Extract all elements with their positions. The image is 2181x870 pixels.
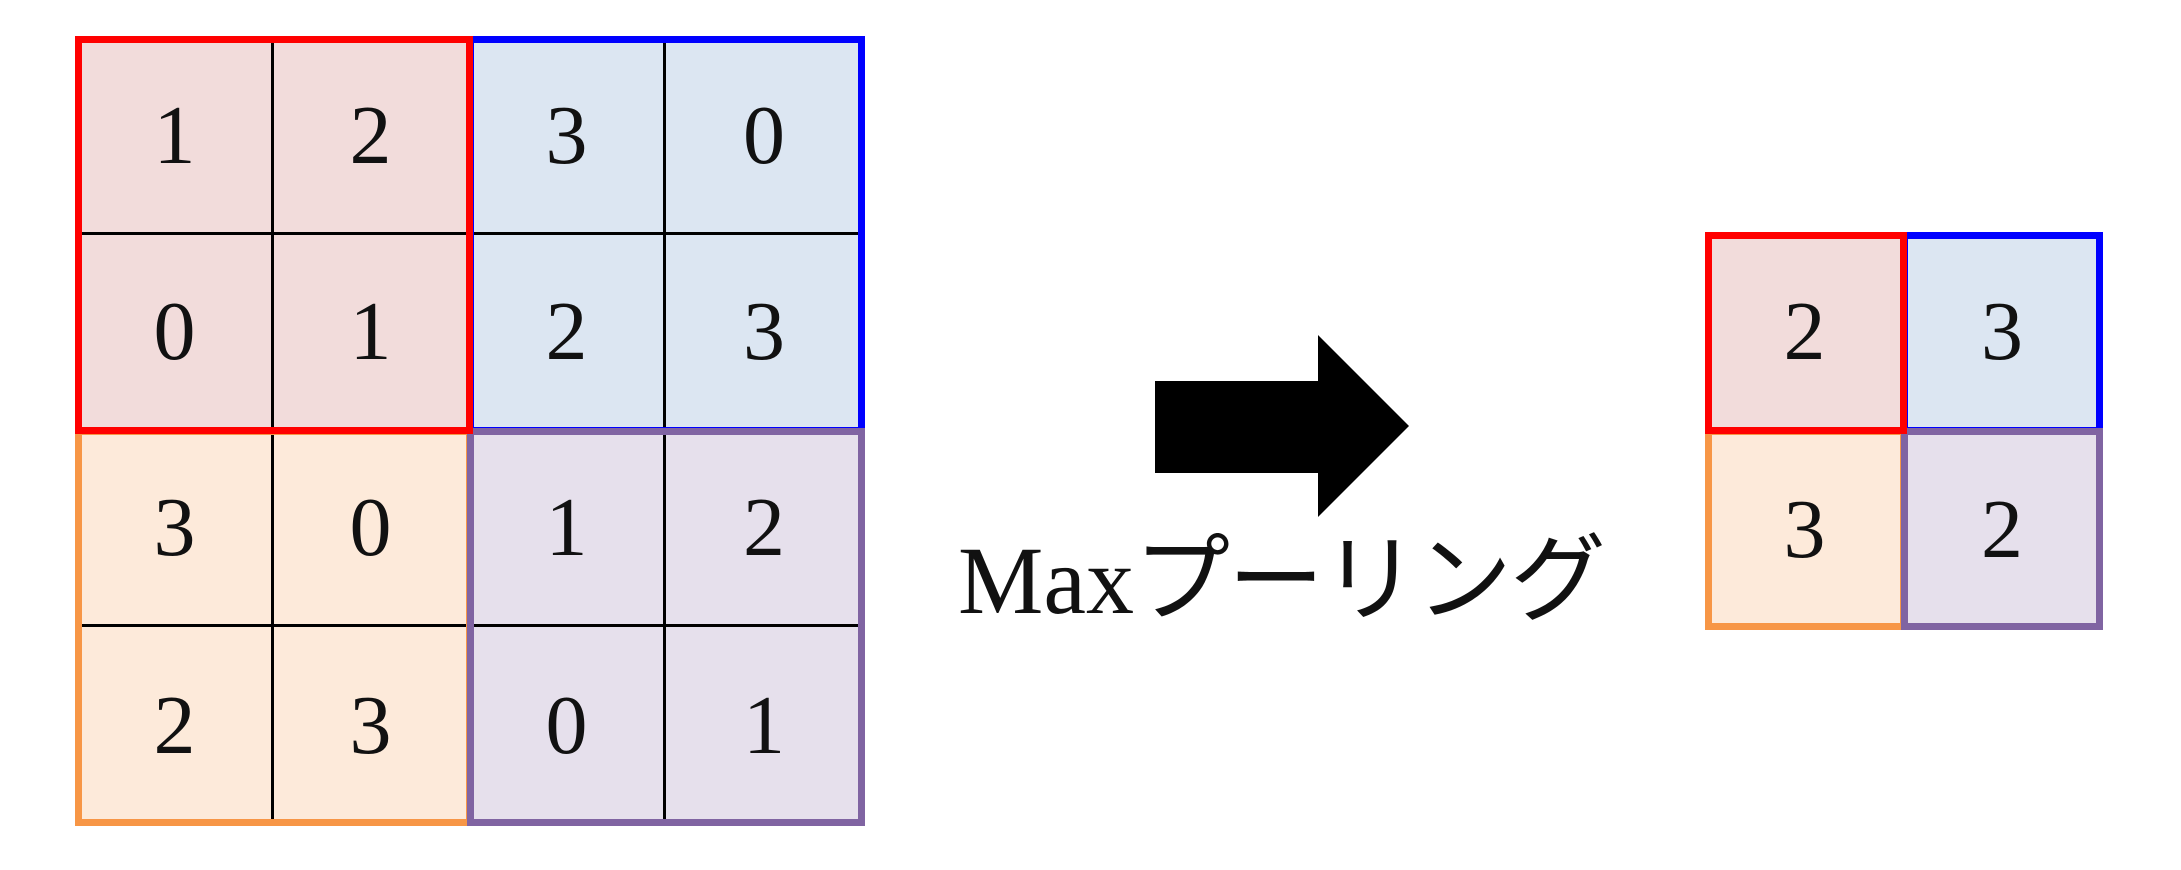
output_grid-cell: 2 [1904, 431, 2100, 627]
input_grid-cell: 0 [78, 235, 274, 431]
input_grid-cell: 0 [666, 39, 862, 235]
input_grid-cell: 3 [274, 627, 470, 823]
arrow-shape [1155, 335, 1409, 517]
input_grid-cell: 3 [78, 431, 274, 627]
output_grid-cell: 3 [1904, 235, 2100, 431]
output_grid-cell: 2 [1708, 235, 1904, 431]
input_grid-cell: 2 [470, 235, 666, 431]
output_grid-cell: 3 [1708, 431, 1904, 627]
input_grid-cell: 0 [274, 431, 470, 627]
input_grid-cell: 2 [666, 431, 862, 627]
operation-label-latin: Max [958, 527, 1134, 634]
operation-label-japanese: プーリング [1133, 524, 1606, 636]
operation-label: Maxプーリング [958, 532, 1608, 629]
input_grid-cell: 1 [666, 627, 862, 823]
right-arrow-icon [1155, 335, 1409, 517]
input_grid-cell: 1 [470, 431, 666, 627]
input_grid-cell: 3 [666, 235, 862, 431]
input_grid-cell: 1 [274, 235, 470, 431]
input_grid-cell: 2 [274, 39, 470, 235]
input_grid-cell: 2 [78, 627, 274, 823]
input_grid-cell: 0 [470, 627, 666, 823]
input_grid-cell: 3 [470, 39, 666, 235]
input_grid-cell: 1 [78, 39, 274, 235]
